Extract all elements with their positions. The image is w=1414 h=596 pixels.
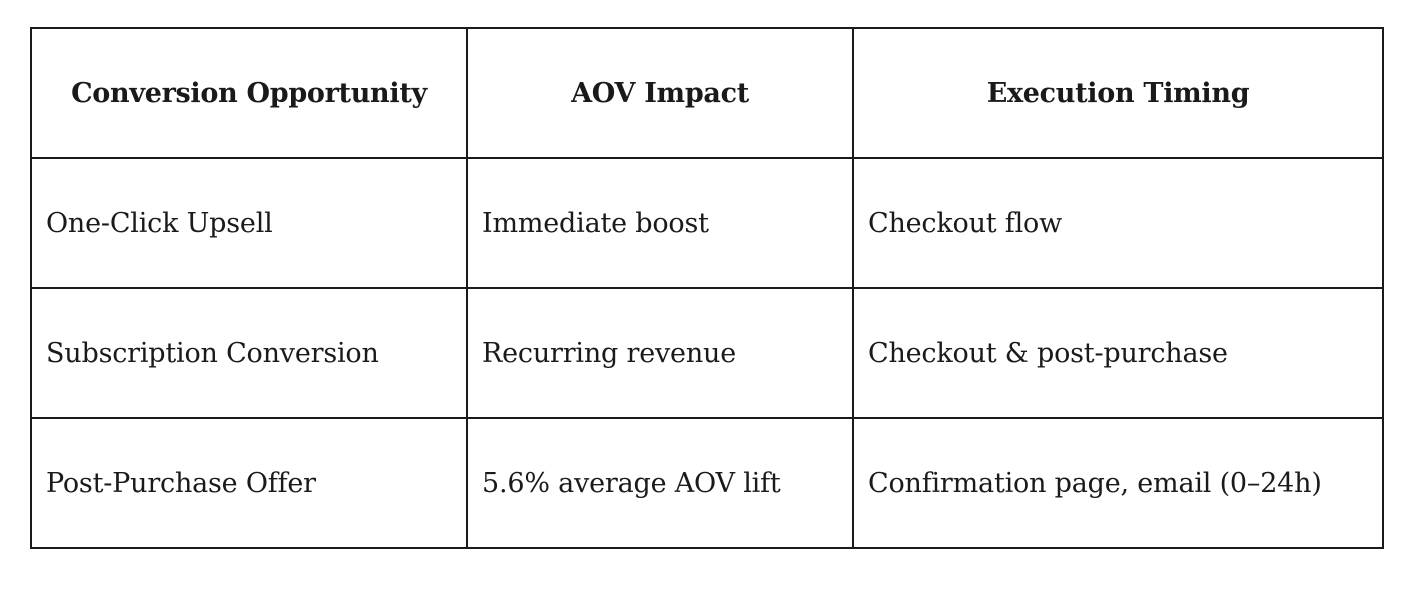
header-row: Conversion Opportunity AOV Impact Execut…	[30, 27, 1384, 159]
conversion-opportunities-table: Conversion Opportunity AOV Impact Execut…	[30, 27, 1384, 549]
cell-aov-impact: Immediate boost	[466, 157, 854, 289]
cell-execution-timing: Checkout & post-purchase	[852, 287, 1384, 419]
cell-aov-impact: 5.6% average AOV lift	[466, 417, 854, 549]
cell-opportunity: One-Click Upsell	[30, 157, 468, 289]
table-row: Subscription Conversion Recurring revenu…	[30, 287, 1384, 419]
table-row: One-Click Upsell Immediate boost Checkou…	[30, 157, 1384, 289]
header-aov-impact: AOV Impact	[466, 27, 854, 159]
table-body: One-Click Upsell Immediate boost Checkou…	[30, 157, 1384, 549]
cell-execution-timing: Confirmation page, email (0–24h)	[852, 417, 1384, 549]
header-conversion-opportunity: Conversion Opportunity	[30, 27, 468, 159]
cell-execution-timing: Checkout flow	[852, 157, 1384, 289]
table-row: Post-Purchase Offer 5.6% average AOV lif…	[30, 417, 1384, 549]
cell-opportunity: Post-Purchase Offer	[30, 417, 468, 549]
comparison-table-container: Conversion Opportunity AOV Impact Execut…	[30, 27, 1384, 549]
header-execution-timing: Execution Timing	[852, 27, 1384, 159]
table-header: Conversion Opportunity AOV Impact Execut…	[30, 27, 1384, 159]
cell-aov-impact: Recurring revenue	[466, 287, 854, 419]
cell-opportunity: Subscription Conversion	[30, 287, 468, 419]
